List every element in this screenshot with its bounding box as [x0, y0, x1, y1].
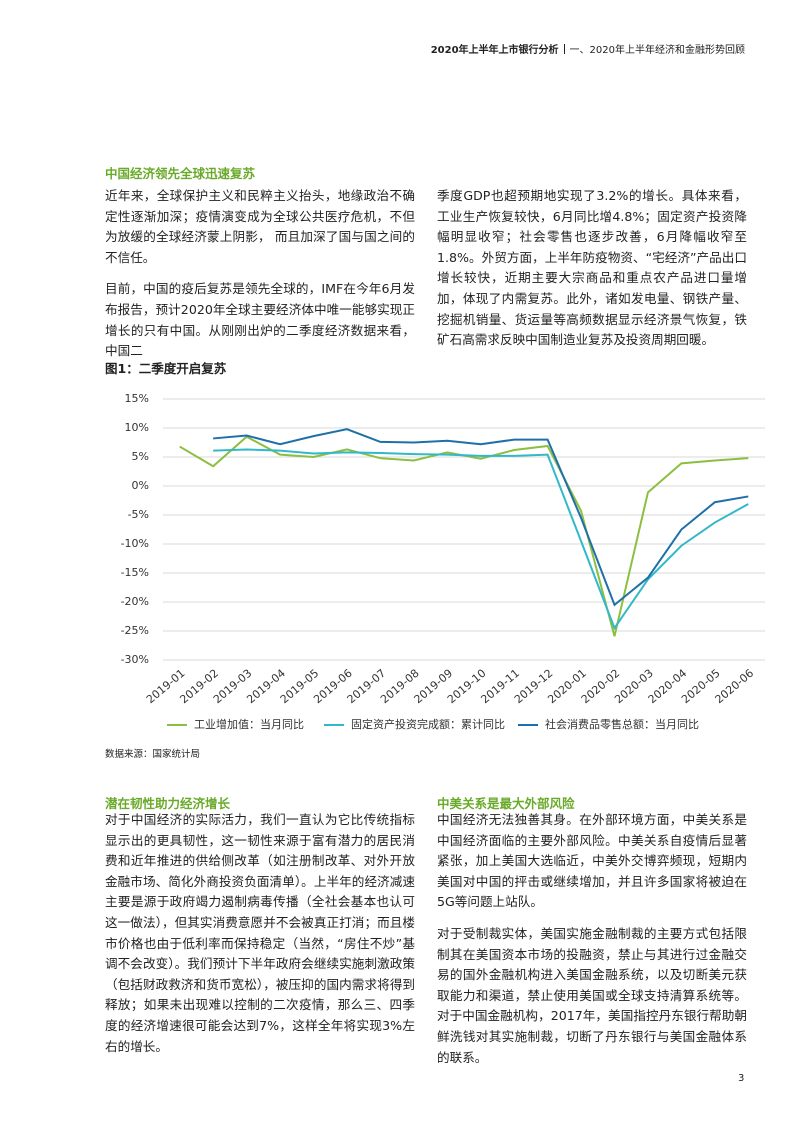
- y-tick-label: 5%: [132, 450, 149, 463]
- separator: [563, 44, 565, 54]
- paragraph: 对于受制裁实体，美国实施金融制裁的主要方式包括限制其在美国资本市场的投融资，禁止…: [437, 925, 747, 1065]
- y-tick-label: -25%: [121, 624, 149, 637]
- figure-title: 图1：二季度开启复苏: [105, 361, 227, 376]
- column: 对于中国经济的实际活力，我们一直认为它比传统指标显示出的更具韧性，这一韧性来源于…: [105, 810, 415, 1068]
- legend-label: 固定资产投资完成额：累计同比: [351, 717, 505, 731]
- column: 近年来，全球保护主义和民粹主义抬头，地缘政治不确定性逐渐加深；疫情演变成为全球公…: [105, 186, 415, 373]
- paragraph: 中国经济无法独善其身。在外部环境方面，中美关系是中国经济面临的主要外部风险。中美…: [437, 812, 747, 910]
- y-tick-label: -5%: [128, 508, 149, 521]
- report-title: 2020年上半年上市银行分析: [430, 45, 559, 56]
- data-line: [213, 428, 749, 607]
- y-tick-label: -10%: [121, 537, 149, 550]
- y-tick-label: 15%: [125, 392, 149, 405]
- paragraph: 目前，中国的疫后复苏是领先全球的，IMF在今年6月发布报告，预计2020年全球主…: [105, 281, 415, 359]
- source: 数据来源：国家统计局: [105, 749, 201, 760]
- y-tick-label: -30%: [121, 653, 149, 666]
- paragraph: 季度GDP也超预期地实现了3.2%的增长。具体来看，工业生产恢复较快，6月同比增…: [437, 188, 747, 348]
- section-title: 潜在韧性助力经济增长: [105, 796, 231, 811]
- section-title: 中美关系是最大外部风险: [437, 796, 575, 811]
- paragraph: 对于中国经济的实际活力，我们一直认为它比传统指标显示出的更具韧性，这一韧性来源于…: [105, 812, 415, 1054]
- y-tick-label: 0%: [132, 479, 149, 492]
- chart: -30%-25%-20%-15%-10%-5%0%5%10%15%2019-01…: [121, 392, 765, 731]
- y-tick-label: -15%: [121, 566, 149, 579]
- y-tick-label: 10%: [125, 421, 149, 434]
- legend-label: 社会消费品零售总额：当月同比: [545, 717, 699, 731]
- data-line: [213, 448, 749, 631]
- column: 季度GDP也超预期地实现了3.2%的增长。具体来看，工业生产恢复较快，6月同比增…: [437, 186, 747, 362]
- data-line: [179, 435, 749, 637]
- column: 中国经济无法独善其身。在外部环境方面，中美关系是中国经济面临的主要外部风险。中美…: [437, 810, 747, 1079]
- legend-label: 工业增加值：当月同比: [194, 717, 304, 731]
- y-tick-label: -20%: [121, 595, 149, 608]
- header: 2020年上半年上市银行分析 一、2020年上半年经济和金融形势回顾: [431, 41, 745, 56]
- page-number: 3: [738, 1073, 745, 1084]
- section-title: 中国经济领先全球迅速复苏: [105, 166, 256, 181]
- section-title: 一、2020年上半年经济和金融形势回顾: [569, 45, 745, 56]
- paragraph: 近年来，全球保护主义和民粹主义抬头，地缘政治不确定性逐渐加深；疫情演变成为全球公…: [105, 188, 415, 265]
